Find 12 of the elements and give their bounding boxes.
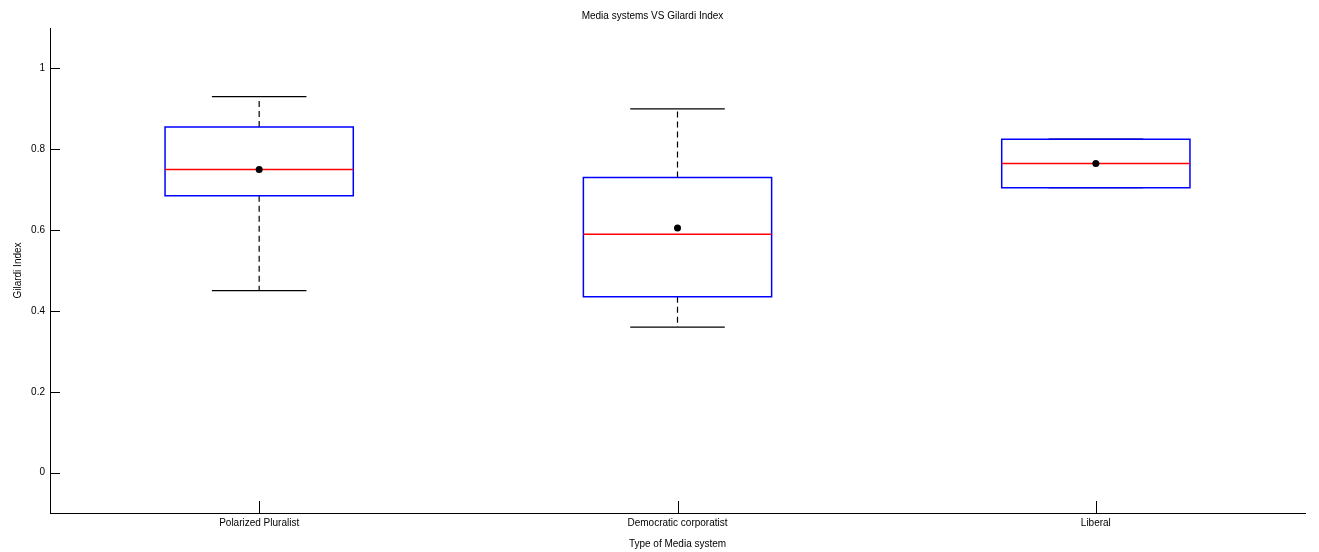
x-tick-label: Polarized Pluralist <box>219 516 300 528</box>
y-tick-label: 0.6 <box>31 223 46 235</box>
y-axis-title: Gilardi Index <box>11 242 23 299</box>
y-tick-label: 0.2 <box>31 385 46 397</box>
y-tick-label: 0 <box>39 466 46 478</box>
y-tick-label: 0.4 <box>31 304 46 316</box>
x-tick-label: Liberal <box>1080 516 1111 528</box>
y-tick-label: 0.8 <box>31 143 46 154</box>
y-tick-label: 1 <box>39 62 46 74</box>
x-axis-title: Type of Media system <box>628 537 727 549</box>
chart-title: Media systems VS Gilardi Index <box>581 9 724 21</box>
x-tick-label: Democratic corporatist <box>627 516 728 528</box>
